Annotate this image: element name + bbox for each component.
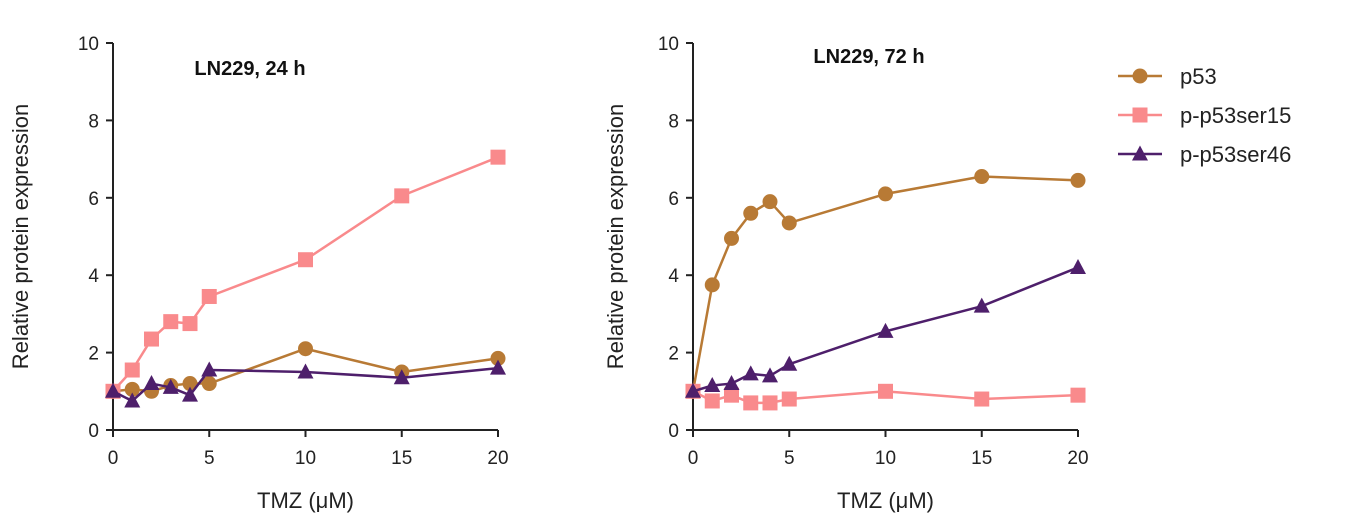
x-axis-title: TMZ (μM) — [257, 488, 354, 513]
data-point-p53 — [878, 186, 893, 202]
series-p-p53ser46 — [105, 359, 506, 408]
x-tick-label: 5 — [784, 448, 795, 469]
data-point-p-p53ser15 — [490, 149, 506, 165]
data-point-p-p53ser15 — [1070, 387, 1086, 403]
data-point-p-p53ser15 — [124, 362, 140, 378]
data-point-p-p53ser46 — [1070, 258, 1086, 274]
data-point-p53 — [124, 381, 140, 397]
data-point-p-p53ser46 — [201, 361, 218, 377]
legend-marker — [1132, 68, 1148, 84]
data-point-p53 — [298, 341, 313, 357]
legend-item-p-p53ser46: p-p53ser46 — [1118, 142, 1291, 167]
legend-label: p-p53ser46 — [1180, 142, 1291, 167]
x-tick-label: 10 — [875, 448, 896, 469]
data-point-p-p53ser15 — [878, 383, 893, 399]
chart-panel-72h: 0 2 4 6 8 10 0 5 10 15 20 TMZ (μM) Relative protein … — [603, 34, 1089, 513]
data-point-p-p53ser15 — [394, 188, 410, 204]
y-tick-label: 2 — [668, 344, 679, 365]
legend: p53 p-p53ser15 p-p53ser46 — [1118, 64, 1291, 167]
series-p53 — [685, 169, 1086, 399]
data-point-p-p53ser46 — [393, 369, 410, 385]
y-tick-label: 4 — [88, 266, 99, 287]
data-point-p53 — [974, 169, 990, 185]
data-point-p-p53ser15 — [974, 391, 990, 407]
y-tick-label: 10 — [78, 34, 99, 55]
data-point-p-p53ser46 — [490, 359, 506, 375]
y-tick-label: 6 — [88, 189, 99, 210]
x-tick-label: 20 — [1067, 448, 1088, 469]
data-point-p-p53ser15 — [144, 331, 159, 347]
y-tick-label: 8 — [668, 111, 679, 132]
data-point-p-p53ser46 — [143, 375, 160, 391]
chart-panel-24h: 0 2 4 6 8 10 0 5 10 15 20 TMZ (μM) Relative protein … — [8, 34, 509, 513]
legend-label: p-p53ser15 — [1180, 103, 1291, 128]
legend-item-p-p53ser15: p-p53ser15 — [1118, 103, 1291, 128]
y-tick-label: 0 — [88, 421, 99, 442]
data-point-p53 — [1070, 172, 1086, 188]
data-point-p-p53ser46 — [685, 382, 701, 398]
data-point-p53 — [762, 194, 778, 210]
data-point-p-p53ser46 — [877, 322, 894, 338]
data-point-p-p53ser46 — [704, 376, 721, 392]
data-point-p53 — [724, 230, 739, 246]
y-tick-label: 10 — [658, 34, 679, 55]
x-tick-label: 20 — [487, 448, 508, 469]
x-axis-title: TMZ (μM) — [837, 488, 934, 513]
data-point-p53 — [201, 376, 217, 392]
x-tick-label: 0 — [688, 448, 699, 469]
data-point-p-p53ser46 — [297, 363, 314, 379]
series-p-p53ser15 — [105, 149, 506, 399]
series-p-p53ser15 — [685, 383, 1086, 411]
data-point-p-p53ser15 — [182, 316, 198, 332]
data-point-p-p53ser15 — [724, 387, 739, 403]
chart-title: LN229, 24 h — [194, 58, 305, 80]
data-point-p-p53ser46 — [105, 382, 121, 398]
data-point-p-p53ser46 — [973, 297, 990, 313]
data-point-p-p53ser46 — [723, 375, 740, 391]
legend-marker — [1132, 107, 1148, 123]
legend-label: p53 — [1180, 64, 1217, 89]
x-tick-label: 5 — [204, 448, 215, 469]
data-point-p-p53ser15 — [298, 252, 313, 268]
data-point-p-p53ser46 — [762, 367, 778, 383]
data-point-p-p53ser15 — [743, 395, 759, 411]
y-axis-title: Relative protein expression — [603, 104, 628, 369]
y-tick-label: 0 — [668, 421, 679, 442]
data-point-p-p53ser15 — [201, 288, 217, 304]
data-point-p-p53ser15 — [762, 395, 778, 411]
y-tick-label: 8 — [88, 111, 99, 132]
data-point-p-p53ser46 — [182, 386, 198, 402]
x-tick-label: 15 — [391, 448, 412, 469]
data-point-p53 — [781, 215, 797, 231]
series-p-p53ser46 — [685, 258, 1086, 398]
x-tick-label: 10 — [295, 448, 316, 469]
x-tick-label: 15 — [971, 448, 992, 469]
series-p53 — [105, 341, 506, 399]
data-point-p-p53ser15 — [781, 391, 797, 407]
legend-marker — [1132, 145, 1148, 161]
data-point-p-p53ser15 — [704, 393, 720, 409]
legend-item-p53: p53 — [1118, 64, 1217, 89]
data-point-p-p53ser46 — [162, 378, 179, 394]
data-point-p53 — [743, 205, 759, 221]
data-point-p-p53ser15 — [163, 314, 179, 330]
y-tick-label: 6 — [668, 189, 679, 210]
y-tick-label: 4 — [668, 266, 679, 287]
x-tick-label: 0 — [108, 448, 119, 469]
y-tick-label: 2 — [88, 344, 99, 365]
data-point-p-p53ser46 — [781, 355, 798, 371]
data-point-p-p53ser46 — [124, 392, 141, 408]
data-point-p53 — [704, 277, 720, 293]
data-point-p-p53ser46 — [742, 365, 759, 381]
data-point-p53 — [490, 350, 506, 366]
data-point-p53 — [182, 376, 198, 392]
y-axis-title: Relative protein expression — [8, 104, 33, 369]
chart-title: LN229, 72 h — [813, 46, 924, 68]
